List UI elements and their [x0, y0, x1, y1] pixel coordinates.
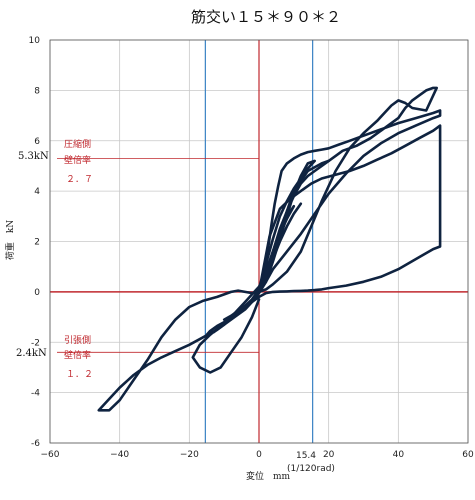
- chart-title: 筋交い１５＊９０＊２: [191, 8, 341, 26]
- series-layer: [97, 86, 442, 412]
- tens-ratio-value: １．２: [66, 370, 93, 380]
- x-tick-label: 20: [323, 450, 335, 460]
- y-tick-label: 0: [34, 288, 40, 298]
- x-marker-value: 15.4: [296, 451, 316, 461]
- plot-frame: [49, 39, 469, 444]
- y-tick-label: 8: [34, 86, 40, 96]
- comp-ratio-value: ２．７: [66, 175, 93, 185]
- comp-side-label: 圧縮側: [64, 138, 91, 150]
- y-tick-label: -6: [31, 439, 40, 449]
- y-tick-label: 10: [29, 36, 41, 46]
- x-tick-label: 0: [256, 450, 262, 460]
- tens-ratio-label: 壁倍率: [64, 349, 91, 361]
- comp-value-label: 5.3kN: [18, 151, 49, 162]
- y-tick-label: -4: [31, 389, 40, 399]
- y-axis-label: 荷重 kN: [4, 220, 16, 260]
- x-tick-label: −60: [41, 450, 60, 460]
- tens-side-label: 引張側: [64, 334, 91, 346]
- tick-labels: −60 −40 −20 0 20 40 60 -6 -4 -2 0 2 4 6 8 10: [29, 36, 474, 460]
- x-tick-label: −20: [180, 450, 199, 460]
- hysteresis-series-line: [222, 202, 303, 321]
- y-tick-label: 6: [34, 137, 40, 147]
- hysteresis-series-line: [97, 86, 442, 412]
- x-marker-unit: (1/120rad): [287, 464, 335, 474]
- y-tick-label: 4: [34, 187, 40, 197]
- comp-ratio-label: 壁倍率: [64, 154, 91, 166]
- x-tick-label: 60: [462, 450, 474, 460]
- y-tick-label: -2: [31, 338, 40, 348]
- x-axis-label: 変位 mm: [246, 470, 291, 482]
- y-tick-label: 2: [34, 238, 40, 248]
- tens-value-label: 2.4kN: [16, 348, 47, 359]
- x-tick-label: 40: [393, 450, 405, 460]
- x-tick-label: −40: [110, 450, 129, 460]
- hysteresis-series-line: [191, 124, 442, 374]
